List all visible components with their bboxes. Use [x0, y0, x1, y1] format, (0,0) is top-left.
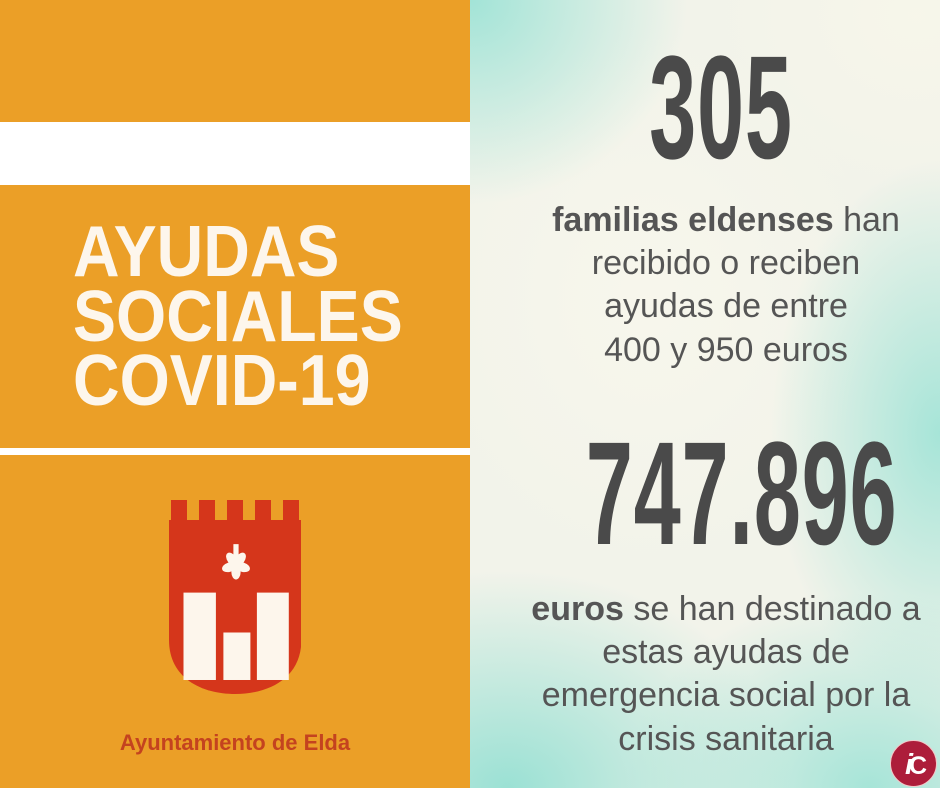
svg-text:C: C — [909, 752, 927, 780]
